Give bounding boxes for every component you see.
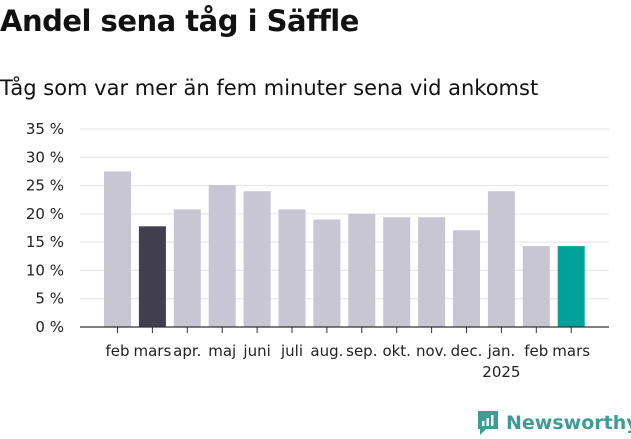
bar: [557, 246, 585, 327]
x-tick-label: mars: [552, 342, 590, 360]
bar: [487, 191, 515, 327]
brand-name: Newsworthy: [506, 412, 631, 434]
bar: [138, 226, 166, 327]
x-tick-label: nov.: [416, 342, 447, 360]
y-tick-label: 25 %: [26, 177, 64, 195]
y-tick-label: 35 %: [26, 120, 64, 138]
x-tick-label: apr.: [173, 342, 201, 360]
bar: [243, 191, 271, 327]
x-tick-label: juni: [242, 342, 270, 360]
y-tick-label: 15 %: [26, 233, 64, 251]
x-tick-label: feb: [105, 342, 129, 360]
y-tick-label: 5 %: [35, 290, 64, 308]
bar: [104, 171, 131, 327]
y-tick-label: 0 %: [35, 318, 64, 336]
x-tick-label: feb: [524, 342, 548, 360]
x-tick-label: juli: [280, 342, 303, 360]
x-tick-label: sep.: [346, 342, 377, 360]
x-tick-label: okt.: [382, 342, 411, 360]
bar: [173, 209, 201, 327]
x-tick-label: aug.: [310, 342, 343, 360]
x-tick-label: mars: [134, 342, 172, 360]
newsworthy-logo-icon: [478, 411, 498, 435]
bar: [453, 230, 480, 327]
bar: [313, 219, 341, 327]
bar-chart: 0 %5 %10 %15 %20 %25 %30 %35 %feb mars apr…: [26, 120, 609, 381]
chart-subtitle: Tåg som var mer än fem minuter sena vid …: [0, 76, 539, 100]
y-tick-label: 10 %: [26, 261, 64, 279]
bar: [383, 217, 411, 327]
bar: [418, 217, 446, 327]
bar: [208, 185, 236, 327]
bar: [348, 213, 376, 327]
y-tick-label: 30 %: [26, 148, 64, 166]
bar: [278, 209, 306, 327]
x-tick-label: jan.: [487, 342, 516, 360]
brand-logo[interactable]: Newsworthy: [476, 408, 631, 438]
x-tick-label: maj: [208, 342, 236, 360]
y-tick-label: 20 %: [26, 205, 64, 223]
bar: [522, 246, 550, 327]
chart-title: Andel sena tåg i Säffle: [0, 4, 359, 38]
x-tick-label: dec.: [451, 342, 483, 360]
x-year-label: 2025: [482, 363, 520, 381]
